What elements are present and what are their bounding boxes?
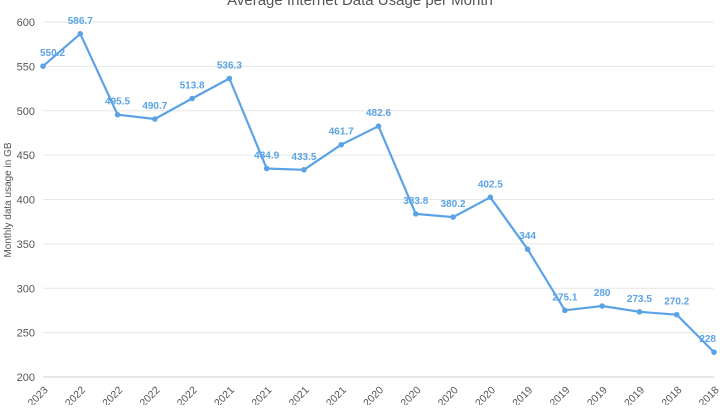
x-tick-label: Q3 2018: [685, 384, 720, 405]
x-tick-label: Q2 2022: [126, 384, 163, 405]
x-tick-label: Q3 2019: [536, 384, 573, 405]
y-tick-label: 400: [17, 195, 35, 207]
x-tick-label: Q3 2023: [14, 384, 51, 405]
data-point: [152, 116, 158, 122]
data-points: [40, 31, 717, 355]
data-point: [40, 63, 46, 69]
data-label: 461.7: [329, 127, 354, 138]
y-tick-label: 250: [17, 328, 35, 340]
y-tick-label: 300: [17, 283, 35, 295]
y-tick-label: 600: [17, 17, 35, 29]
data-label: 434.9: [254, 151, 279, 162]
x-tick-label: Q3 2020: [386, 384, 423, 405]
data-label: 586.7: [68, 16, 93, 27]
data-point: [263, 165, 270, 172]
data-point: [77, 31, 84, 37]
data-label: 495.5: [105, 97, 130, 108]
data-label: 513.8: [180, 81, 205, 92]
data-point: [524, 246, 531, 252]
x-tick-label: Q1 2021: [312, 384, 349, 405]
data-label: 433.5: [291, 152, 316, 163]
x-tick-label: Q3 2022: [88, 384, 125, 405]
data-label: 275.1: [552, 292, 577, 303]
x-tick-label: Q4 2019: [498, 384, 535, 405]
data-point: [114, 111, 121, 118]
data-labels: 550.2 586.7 495.5 490.7 513.8 536.3 434.9 433.5…: [40, 16, 716, 345]
x-tick-label: Q4 2021: [200, 384, 237, 405]
data-label: 383.8: [403, 196, 428, 207]
x-tick-label: Q2 2021: [275, 384, 312, 405]
chart-title: Average Internet Data Usage per Month: [227, 0, 493, 9]
y-tick-label: 350: [17, 239, 35, 251]
y-axis-title: Monthly data usage in GB: [3, 142, 14, 257]
data-label: 550.2: [40, 48, 65, 59]
data-label: 490.7: [142, 101, 167, 112]
data-label: 536.3: [217, 61, 242, 72]
data-point: [338, 141, 345, 148]
x-tick-label: Q4 2022: [51, 384, 88, 405]
y-tick-label: 500: [17, 106, 35, 118]
data-point: [375, 123, 382, 129]
y-tick-label: 200: [17, 372, 35, 384]
x-tick-label: Q1 2020: [461, 384, 498, 405]
data-point: [301, 166, 307, 173]
x-tick-label: Q4 2018: [647, 384, 684, 405]
x-axis-ticks: Q3 2023 Q4 2022 Q3 2022 Q2 2022 Q1 2022 Q4 20…: [14, 384, 720, 410]
data-label: 344: [519, 231, 536, 242]
data-point: [226, 75, 233, 82]
data-label: 270.2: [664, 297, 689, 308]
data-point: [673, 311, 680, 318]
data-label: 402.5: [478, 179, 503, 190]
data-point: [636, 308, 643, 315]
data-point: [487, 194, 494, 201]
x-tick-label: Q4 2020: [349, 384, 386, 405]
series-line: [42, 32, 715, 353]
gridlines: [43, 21, 714, 378]
data-point: [412, 211, 419, 217]
y-axis-ticks: 200 250 300 350 400 450 500 550 600: [17, 17, 35, 384]
x-tick-label: Q2 2020: [424, 384, 461, 405]
data-label: 228: [699, 334, 716, 345]
data-label: 273.5: [627, 294, 652, 305]
data-point: [450, 214, 456, 220]
data-label: 280: [594, 288, 611, 299]
data-label: 380.2: [441, 199, 466, 210]
data-label: 482.6: [366, 108, 391, 119]
x-tick-label: Q1 2019: [610, 384, 647, 405]
data-point: [189, 95, 195, 102]
x-tick-label: Q1 2022: [163, 384, 200, 405]
y-tick-label: 450: [17, 150, 35, 162]
data-point: [599, 303, 605, 309]
data-point: [711, 349, 717, 355]
x-tick-label: Q2 2019: [573, 384, 610, 405]
y-tick-label: 550: [17, 61, 35, 73]
x-tick-label: Q3 2021: [237, 384, 274, 405]
data-point: [562, 307, 568, 314]
